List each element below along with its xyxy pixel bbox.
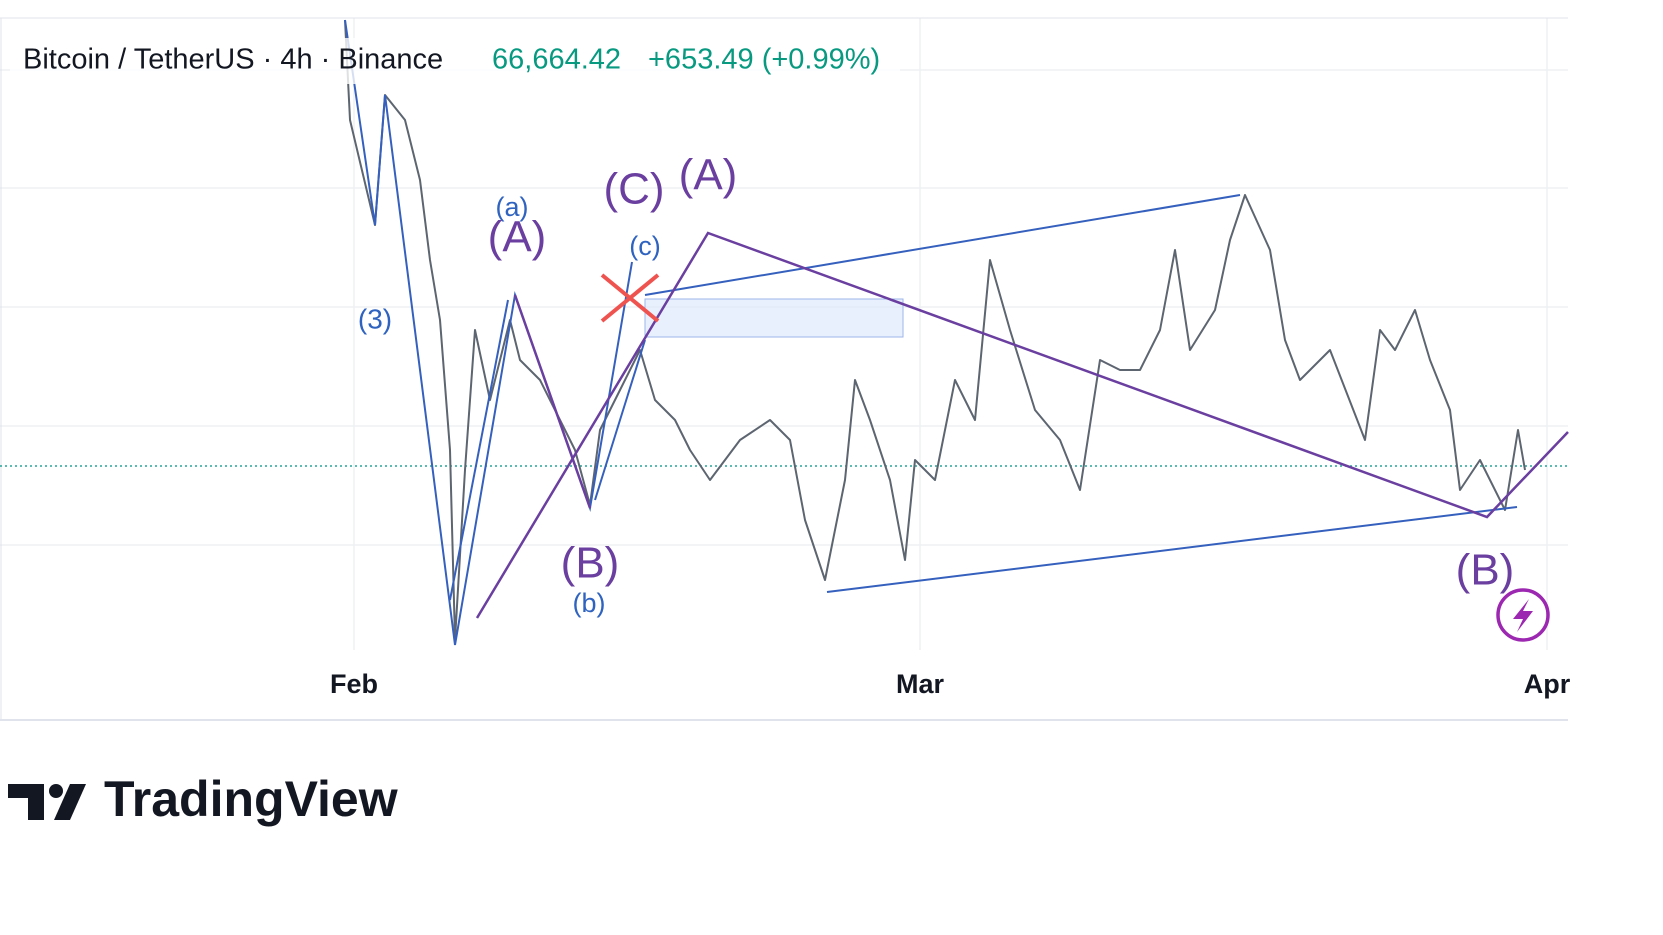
wave-label: (B) [1456,546,1515,595]
wave-label: (A) [679,151,738,200]
blue-waves [344,19,1518,646]
price-path [344,19,1526,641]
time-label: Apr [1524,669,1571,699]
wave-label: (a) [496,192,529,222]
cross-mark [600,273,660,323]
wave-label: (A) [488,213,547,262]
wave-label: (C) [603,165,664,214]
time-label: Feb [330,669,378,699]
time-label: Mar [896,669,945,699]
last-price: 66,664.42 [492,44,621,76]
logo-mark [8,784,86,820]
wave-label: (B) [561,539,620,588]
wave-label: (3) [358,303,392,334]
logo-text: TradingView [104,771,398,827]
zone-box [644,298,904,338]
wave-label: (b) [573,588,606,618]
legend-bg [10,38,900,84]
symbol: Bitcoin / TetherUS · 4h · Binance [23,44,443,76]
wave-label: (c) [629,231,660,261]
purple-waves [475,231,1569,619]
price-change: +653.49 (+0.99%) [648,44,880,76]
alert-icon[interactable] [1496,588,1550,642]
